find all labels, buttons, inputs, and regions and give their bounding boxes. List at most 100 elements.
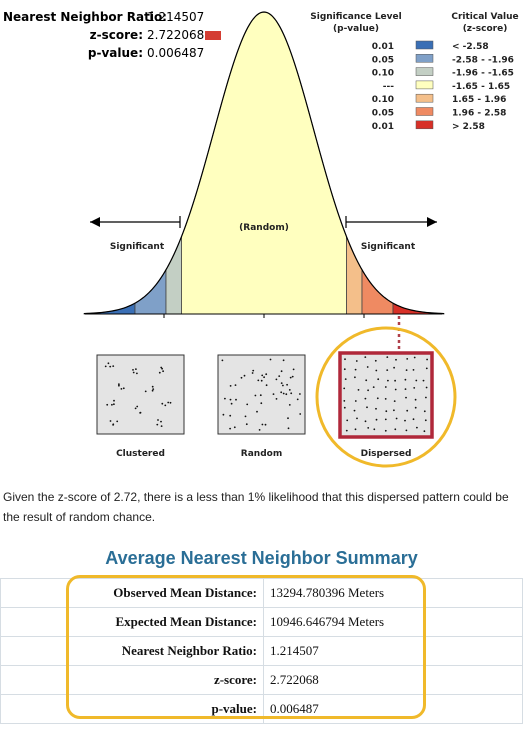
pattern-point (230, 402, 233, 405)
pattern-point (151, 389, 154, 392)
stat-value-zscore: 2.722068 (147, 28, 204, 42)
pattern-point (112, 423, 115, 426)
summary-value: 2.722068 (263, 665, 523, 695)
legend-p-value: 0.01 (372, 122, 394, 132)
legend-swatch (415, 120, 434, 130)
pattern-point (345, 429, 348, 432)
pattern-point (355, 360, 358, 362)
pattern-point (367, 389, 369, 392)
pattern-point (425, 386, 428, 389)
pattern-point (422, 379, 425, 382)
pattern-point (139, 412, 142, 414)
legend-z-range: -1.96 - -1.65 (452, 69, 514, 79)
pattern-point (288, 404, 291, 406)
pattern-point (243, 374, 246, 377)
summary-title: Average Nearest Neighbor Summary (105, 548, 418, 568)
pattern-point (366, 366, 369, 368)
pattern-point (107, 362, 110, 365)
pattern-point (394, 388, 397, 391)
pattern-point (251, 372, 254, 374)
pattern-point (160, 420, 162, 423)
legend-sig-heading-2: (p-value) (333, 24, 379, 34)
pattern-point (111, 403, 113, 406)
pattern-box (96, 354, 185, 435)
pattern-clustered: Clustered (96, 354, 185, 459)
pattern-point (229, 385, 232, 387)
pattern-point (222, 413, 225, 416)
pattern-point (252, 369, 255, 372)
legend-row: 0.05 1.96 - 2.58 (372, 107, 506, 119)
zscore-color-marker (205, 31, 221, 40)
pattern-point (404, 419, 406, 422)
pattern-point (343, 368, 346, 371)
pattern-point (263, 376, 265, 379)
pattern-point (288, 389, 291, 391)
pattern-point (160, 425, 163, 427)
pattern-point (120, 388, 123, 390)
pattern-point (136, 405, 139, 408)
legend-row: --- -1.65 - 1.65 (383, 80, 510, 92)
pattern-point (282, 384, 284, 387)
pattern-random: Random (217, 354, 306, 459)
stat-value-ratio: 1.214507 (147, 10, 204, 24)
pattern-point (106, 403, 109, 406)
pattern-point (282, 359, 285, 362)
pattern-point (269, 358, 272, 361)
pattern-point (257, 379, 260, 382)
pattern-point (377, 378, 380, 381)
pattern-point (152, 388, 155, 390)
pattern-point (393, 400, 396, 402)
pattern-point (374, 359, 377, 362)
pattern-point (386, 369, 389, 371)
pattern-point (116, 420, 119, 423)
pattern-point (404, 388, 407, 390)
summary-value: 1.214507 (263, 636, 523, 666)
legend-z-range: -1.65 - 1.65 (452, 82, 510, 92)
pattern-point (265, 373, 268, 376)
pattern-point (372, 386, 375, 388)
summary-label: Nearest Neighbor Ratio: (0, 636, 264, 666)
pattern-point (365, 379, 368, 382)
pattern-point (275, 378, 278, 381)
pattern-point (156, 423, 159, 426)
pattern-point (240, 376, 243, 379)
pattern-point (296, 398, 299, 401)
pattern-point (224, 397, 226, 400)
legend-row: 0.10 -1.96 - -1.65 (372, 67, 514, 79)
pattern-point (292, 368, 295, 371)
legend-swatch (415, 93, 434, 103)
pattern-point (109, 365, 112, 368)
random-label: (Random) (239, 223, 289, 233)
pattern-point (280, 370, 283, 373)
pattern-point (259, 394, 262, 397)
pattern-point (282, 392, 285, 395)
pattern-point (423, 430, 426, 433)
pattern-point (161, 367, 164, 370)
table-row: Nearest Neighbor Ratio: 1.214507 (0, 636, 523, 666)
stat-label-zscore: z-score: (90, 28, 143, 42)
pattern-point (346, 419, 349, 422)
pattern-point (157, 419, 159, 421)
pattern-point (375, 418, 378, 421)
x-axis-ticks (163, 314, 365, 318)
pattern-point (118, 383, 120, 386)
legend-row: 0.01 > 2.58 (372, 120, 485, 132)
pattern-point (405, 429, 408, 432)
pattern-point (136, 372, 138, 375)
legend-crit-heading-2: (z-score) (463, 24, 508, 34)
pattern-box (338, 351, 434, 439)
pattern-point (280, 382, 283, 384)
pattern-point (265, 384, 268, 387)
pattern-point (414, 398, 417, 401)
pattern-point (162, 370, 165, 373)
pattern-point (385, 410, 388, 413)
pattern-point (354, 368, 357, 371)
pattern-point (406, 358, 409, 360)
legend-z-range: 1.96 - 2.58 (452, 109, 506, 119)
pattern-point (354, 376, 356, 379)
legend-z-range: 1.65 - 1.96 (452, 95, 506, 105)
pattern-point (367, 427, 370, 429)
pattern-point (134, 407, 137, 410)
pattern-point (423, 410, 426, 413)
pattern-point (109, 420, 112, 422)
